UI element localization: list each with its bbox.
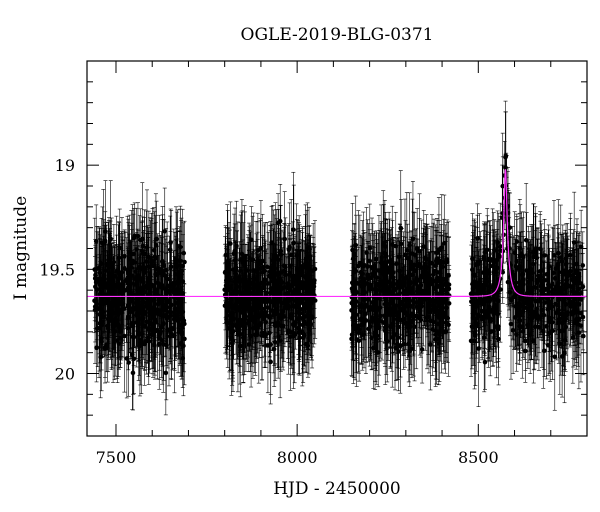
chart-title: OGLE-2019-BLG-0371 — [241, 25, 434, 45]
plot-area — [87, 100, 587, 416]
error-bars — [92, 100, 586, 416]
